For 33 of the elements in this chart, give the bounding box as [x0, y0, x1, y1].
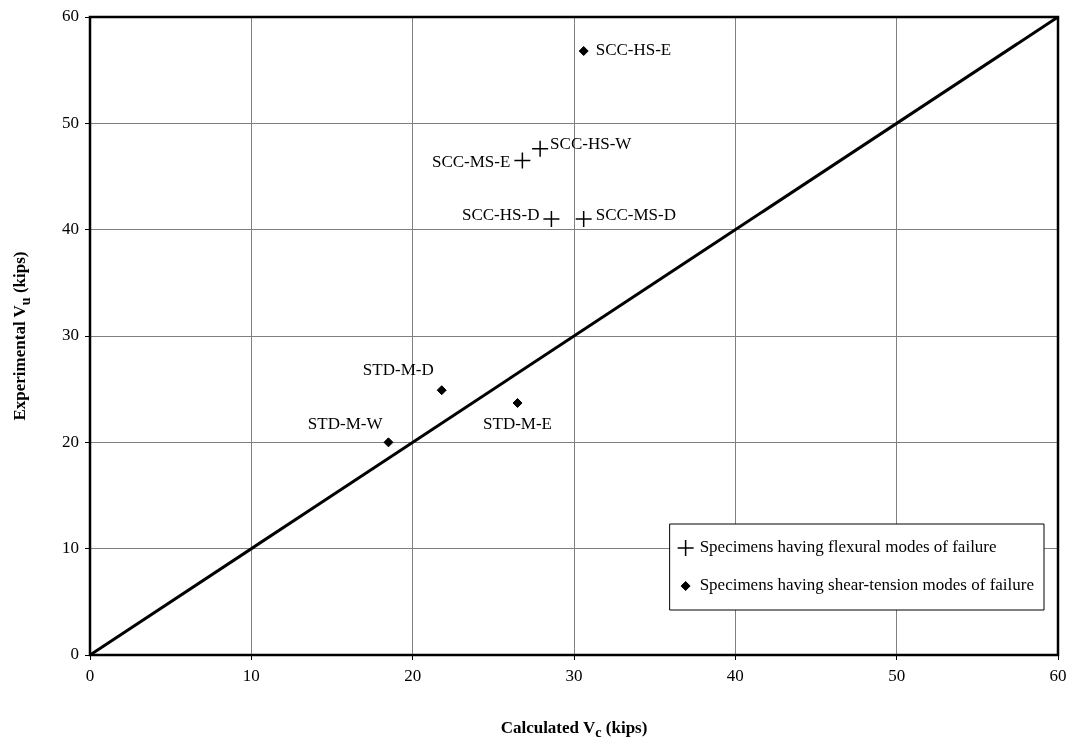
y-tick-label: 50 — [62, 112, 79, 132]
x-axis-title: Calculated V$_{c}$ (kips) — [500, 718, 648, 742]
y-tick-label: 0 — [70, 644, 79, 664]
annotation: STD-M-E — [483, 414, 553, 434]
x-tick-label: 20 — [404, 665, 422, 685]
x-tick-label: 10 — [242, 665, 260, 685]
point — [574, 210, 593, 228]
annotation: SCC-HS-E — [595, 40, 672, 60]
legend-label: Specimens having shear-tension modes of failure — [699, 575, 1034, 595]
annotation: SCC-MS-E — [431, 152, 511, 172]
y-tick-label: 60 — [62, 6, 79, 26]
y-tick-label: 40 — [62, 219, 79, 239]
x-tick-label: 0 — [85, 665, 95, 685]
x-tick-label: 40 — [726, 665, 744, 685]
point — [542, 210, 561, 228]
y-tick-label: 20 — [62, 431, 79, 451]
point — [513, 151, 532, 170]
x-tick-label: 60 — [1049, 665, 1067, 685]
annotation: SCC-MS-D — [595, 204, 676, 224]
point — [436, 385, 447, 396]
annotation: STD-M-W — [307, 413, 384, 433]
legend-label: Specimens having flexural modes of failure — [699, 537, 997, 557]
y-tick-label: 10 — [62, 538, 79, 558]
annotation: STD-M-D — [362, 359, 434, 379]
y-tick-label: 30 — [62, 325, 79, 345]
point — [383, 437, 394, 448]
point — [578, 46, 589, 57]
point — [512, 397, 523, 408]
annotation: SCC-HS-D — [461, 204, 540, 224]
point — [531, 140, 549, 158]
x-tick-label: 30 — [565, 665, 583, 685]
annotation: SCC-HS-W — [550, 134, 633, 154]
x-tick-label: 50 — [888, 665, 906, 685]
